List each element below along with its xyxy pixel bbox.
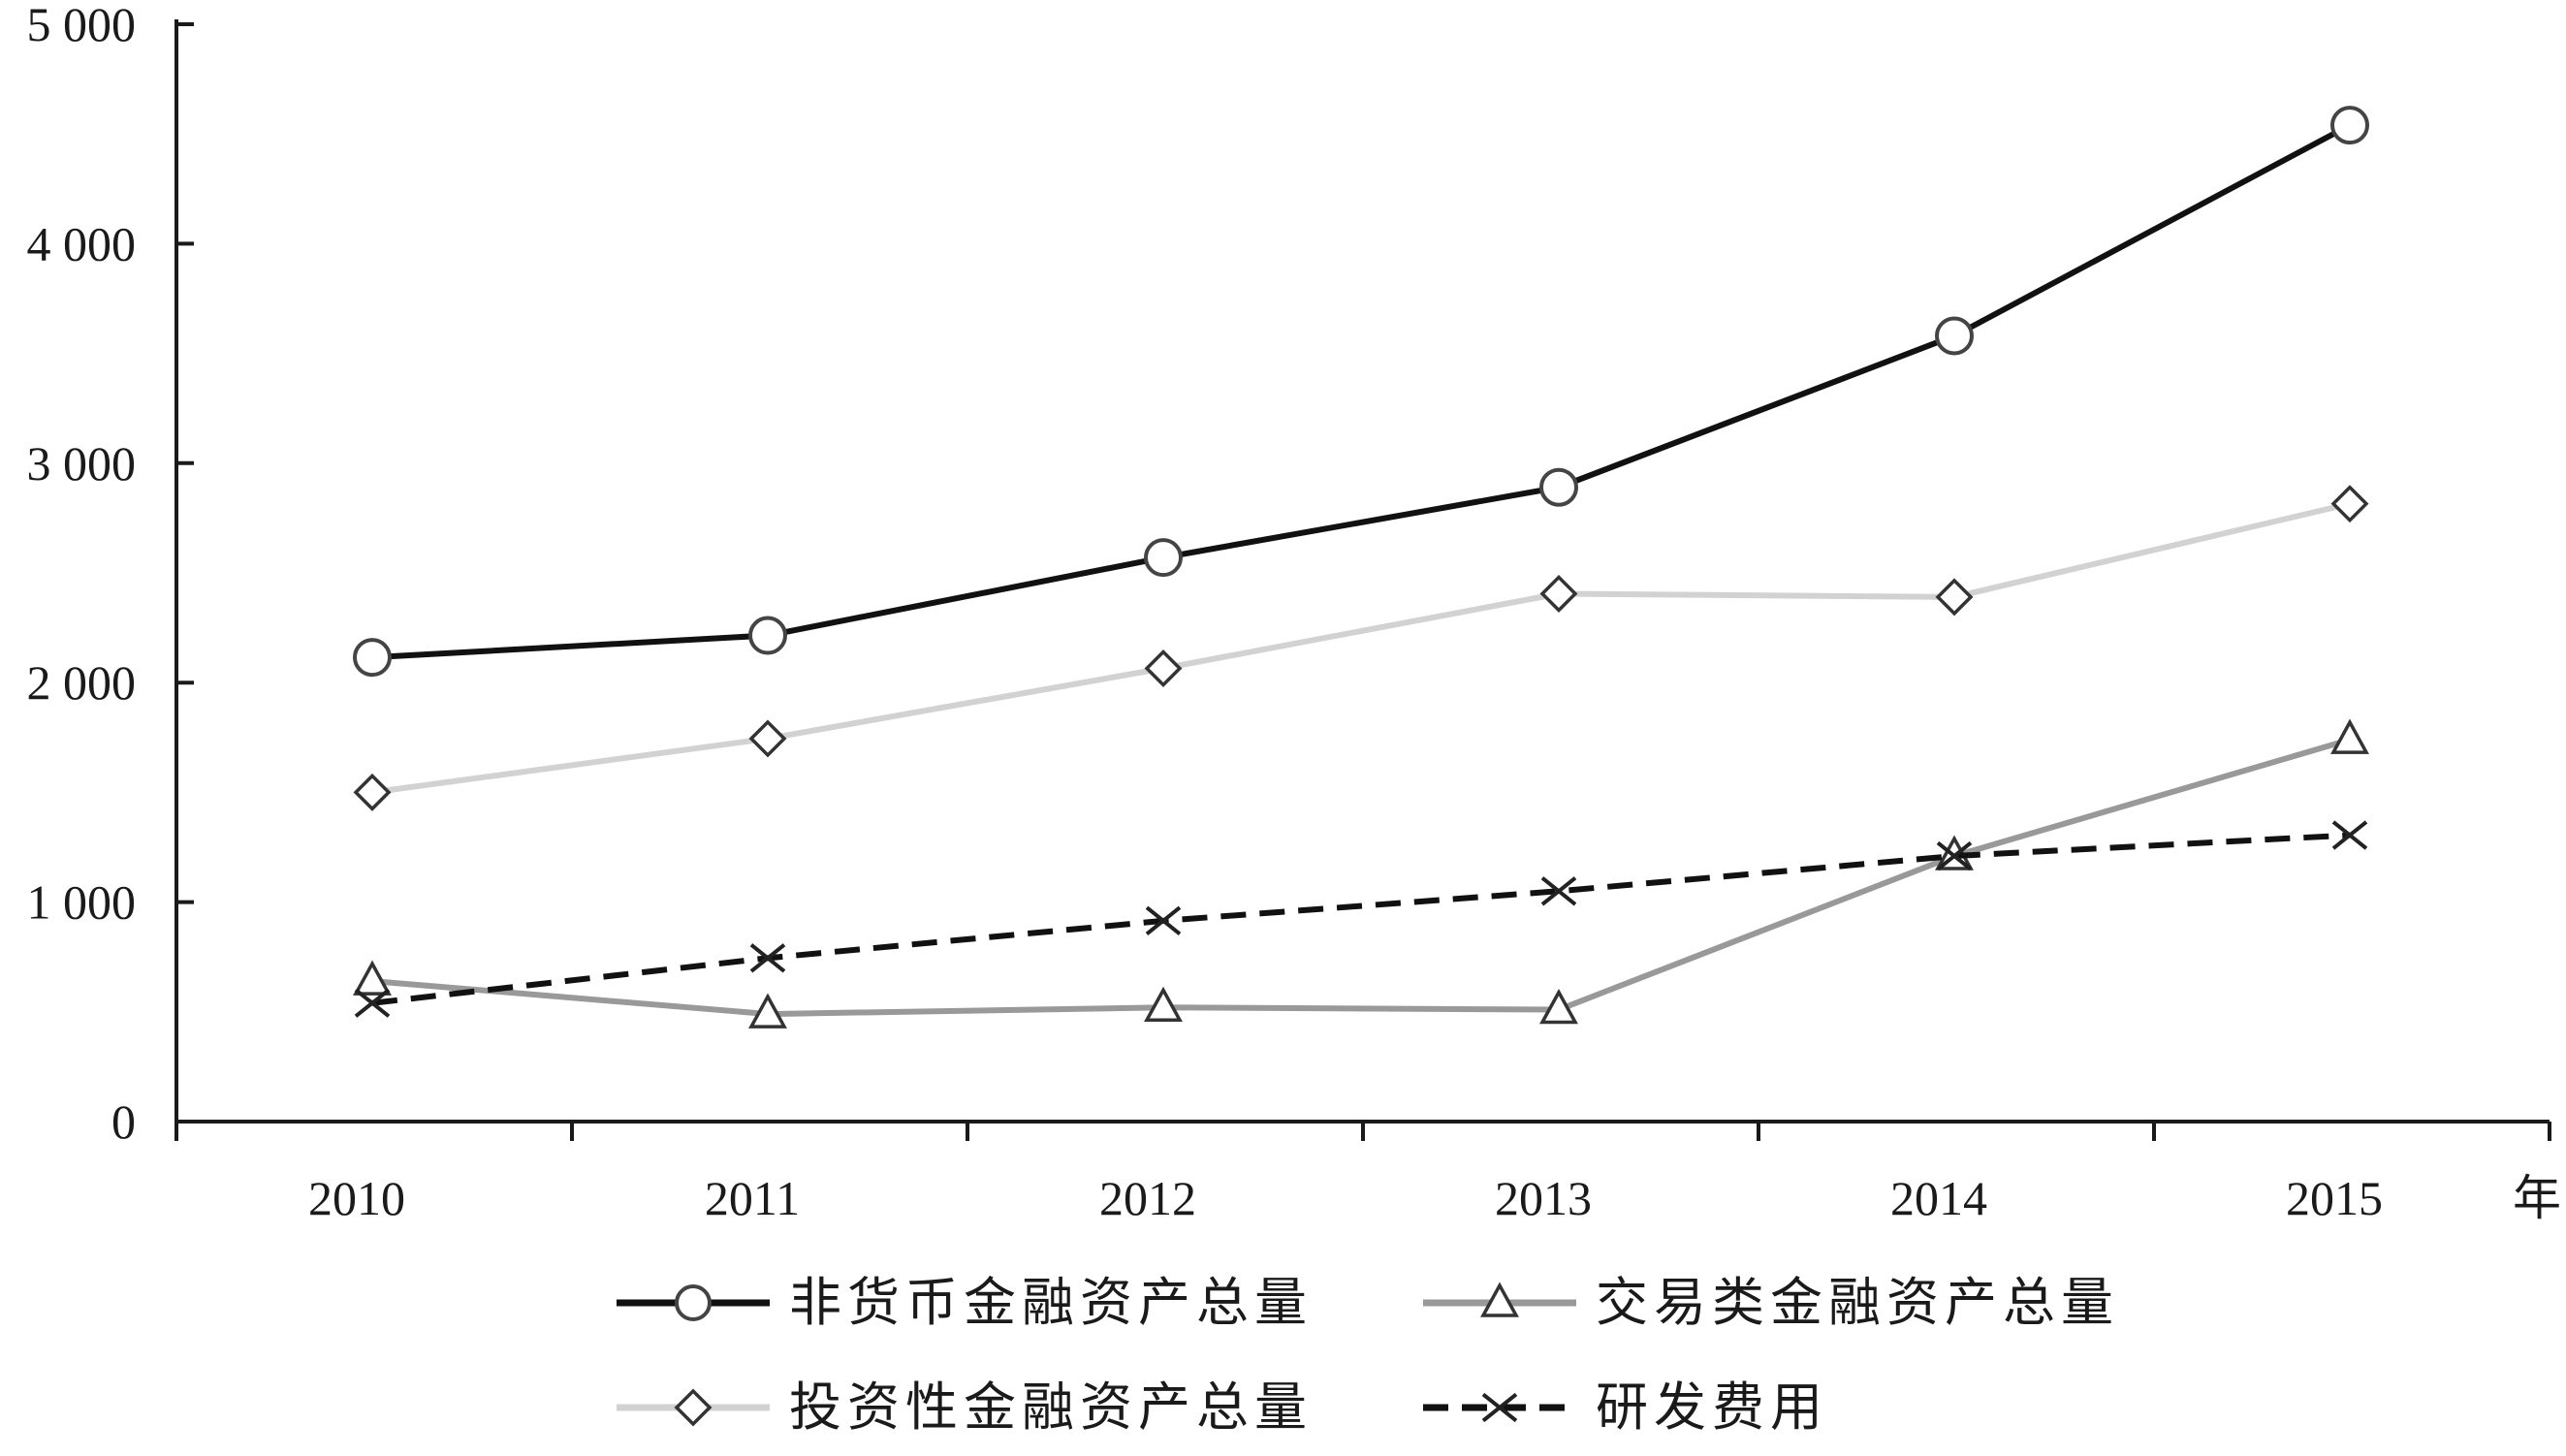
x-tick-label: 2010 — [308, 1171, 405, 1225]
x-tick-label: 2015 — [2286, 1171, 2383, 1225]
data-point — [748, 719, 787, 758]
series-layer — [353, 106, 2369, 1029]
data-point — [2330, 106, 2369, 145]
series-4 — [354, 820, 2368, 1018]
legend-item: 交易类金融资产总量 — [1423, 1272, 2119, 1333]
data-point — [353, 960, 392, 996]
data-point — [1936, 840, 1973, 871]
data-point — [353, 773, 392, 811]
x-tick-label: 2012 — [1099, 1171, 1196, 1225]
legend-item: 投资性金融资产总量 — [617, 1377, 1313, 1438]
series-line — [371, 500, 2351, 796]
series-line — [371, 122, 2352, 661]
data-point — [353, 638, 392, 678]
data-point — [1144, 986, 1183, 1023]
data-point — [1935, 316, 1974, 356]
data-point — [1539, 988, 1578, 1025]
data-point — [1145, 905, 1182, 936]
data-point — [1539, 575, 1578, 613]
data-point — [1481, 1392, 1518, 1423]
data-point — [748, 993, 787, 1029]
x-tick-label: 2013 — [1495, 1171, 1592, 1225]
data-point — [748, 616, 787, 655]
series-1 — [353, 106, 2369, 678]
x-axis-label: 年 — [2513, 1170, 2561, 1226]
data-point — [675, 1284, 712, 1321]
series-3 — [353, 485, 2369, 811]
x-ticks: 2010 2011 2012 2013 2014 2015 — [174, 1122, 2551, 1225]
y-tick-label: 0 — [111, 1094, 136, 1149]
y-tick-label: 1 000 — [27, 875, 137, 930]
y-tick-label: 5 000 — [27, 0, 137, 51]
data-point — [674, 1388, 713, 1427]
legend-label: 非货币金融资产总量 — [789, 1272, 1313, 1333]
data-point — [1144, 538, 1183, 578]
x-tick-label: 2011 — [705, 1171, 800, 1225]
data-point — [749, 943, 786, 973]
series-line — [371, 832, 2351, 1006]
legend-item: 研发费用 — [1423, 1377, 1828, 1438]
legend-label: 交易类金融资产总量 — [1596, 1272, 2119, 1333]
y-tick-label: 3 000 — [27, 436, 137, 491]
data-point — [1540, 876, 1577, 906]
series-2 — [353, 718, 2369, 1029]
x-tick-label: 2014 — [1890, 1171, 1987, 1225]
y-ticks: 0 1 000 2 000 3 000 4 000 5 000 — [27, 0, 194, 1149]
data-point — [1144, 649, 1183, 687]
legend-label: 研发费用 — [1596, 1377, 1828, 1438]
data-point — [354, 988, 391, 1018]
data-point — [2330, 485, 2369, 523]
legend-label: 投资性金融资产总量 — [789, 1377, 1313, 1438]
data-point — [1480, 1282, 1519, 1317]
y-tick-label: 4 000 — [27, 216, 137, 270]
data-point — [1935, 578, 1974, 617]
axes — [174, 19, 2550, 1124]
legend-item: 非货币金融资产总量 — [617, 1272, 1313, 1333]
data-point — [2330, 718, 2369, 754]
y-tick-label: 2 000 — [27, 655, 137, 710]
series-line — [371, 737, 2351, 1018]
data-point — [2331, 820, 2368, 850]
data-point — [1539, 467, 1578, 507]
